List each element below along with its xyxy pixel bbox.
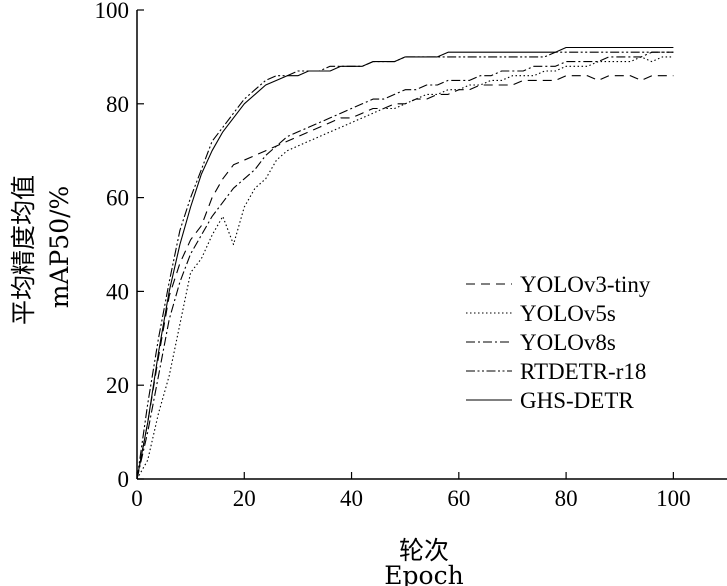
y-tick-label: 20 xyxy=(106,373,129,398)
y-tick-label: 60 xyxy=(106,186,129,211)
legend-label: YOLOv5s xyxy=(520,301,616,326)
y-tick-label: 80 xyxy=(106,92,129,117)
y-axis-title-cn: 平均精度均值 xyxy=(9,175,38,325)
legend-label: YOLOv8s xyxy=(520,330,616,355)
y-ticks: 0 20 40 60 80 100 xyxy=(95,0,144,492)
x-tick-label: 0 xyxy=(131,486,143,511)
x-tick-label: 20 xyxy=(233,486,256,511)
series-line xyxy=(136,56,674,480)
x-tick-label: 60 xyxy=(447,486,470,511)
series-line xyxy=(136,75,674,480)
axes xyxy=(136,10,727,480)
series-line xyxy=(136,51,674,480)
y-axis-title-en: mAP50/% xyxy=(45,186,74,309)
series-line xyxy=(136,46,674,480)
x-tick-label: 100 xyxy=(656,486,691,511)
legend-label: GHS-DETR xyxy=(520,388,634,413)
series-line xyxy=(136,51,674,480)
x-tick-label: 80 xyxy=(555,486,578,511)
y-tick-label: 0 xyxy=(118,467,130,492)
legend-label: RTDETR-r18 xyxy=(520,359,646,384)
x-axis-title-cn: 轮次 xyxy=(399,536,449,565)
x-axis-title-en: Epoch xyxy=(384,561,463,586)
y-tick-label: 40 xyxy=(106,279,129,304)
y-tick-label: 100 xyxy=(95,0,130,23)
legend-label: YOLOv3-tiny xyxy=(520,272,651,297)
legend: YOLOv3-tiny YOLOv5s YOLOv8s RTDETR-r18 GHS-D… xyxy=(466,272,651,413)
plot-area xyxy=(136,46,674,480)
x-ticks: 0 20 40 60 80 100 xyxy=(131,472,691,511)
x-tick-label: 40 xyxy=(340,486,363,511)
